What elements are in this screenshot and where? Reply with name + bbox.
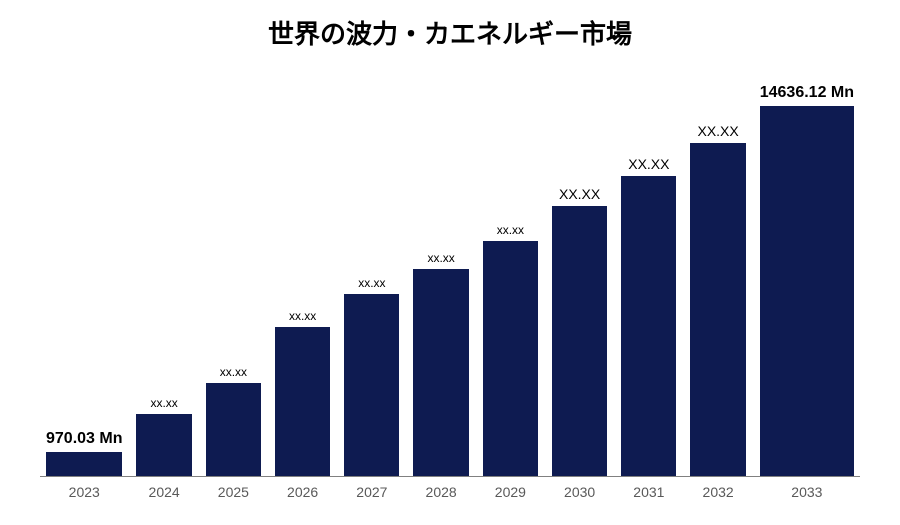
bar-data-label: xx.xx	[427, 251, 454, 265]
bar	[275, 327, 330, 476]
bar	[760, 106, 854, 476]
bar-data-label: xx.xx	[358, 276, 385, 290]
bar	[136, 414, 191, 476]
bar	[413, 269, 468, 476]
bar-column: xx.xx2025	[206, 77, 261, 476]
x-axis-label: 2030	[564, 484, 595, 500]
bar-data-label: xx.xx	[289, 309, 316, 323]
x-axis-label: 2025	[218, 484, 249, 500]
bar	[46, 452, 122, 476]
x-axis-label: 2027	[356, 484, 387, 500]
bar-column: 14636.12 Mn2033	[760, 77, 854, 476]
bar-data-label: 970.03 Mn	[46, 430, 122, 448]
x-axis-label: 2026	[287, 484, 318, 500]
bar-column: XX.XX2030	[552, 77, 607, 476]
bar-column: 970.03 Mn2023	[46, 77, 122, 476]
bar-data-label: xx.xx	[150, 396, 177, 410]
bar-data-label: xx.xx	[220, 365, 247, 379]
chart-container: 世界の波力・カエネルギー市場 970.03 Mn2023xx.xx2024xx.…	[0, 0, 900, 525]
x-axis-label: 2033	[791, 484, 822, 500]
bar-column: xx.xx2026	[275, 77, 330, 476]
bar-data-label: 14636.12 Mn	[760, 84, 854, 102]
x-axis-label: 2032	[703, 484, 734, 500]
x-axis-label: 2029	[495, 484, 526, 500]
bar	[690, 143, 745, 476]
bar-data-label: XX.XX	[628, 156, 669, 172]
bar-column: XX.XX2032	[690, 77, 745, 476]
bar	[552, 206, 607, 476]
x-axis-label: 2028	[426, 484, 457, 500]
bar-column: XX.XX2031	[621, 77, 676, 476]
bar	[344, 294, 399, 476]
bar-column: xx.xx2024	[136, 77, 191, 476]
bar	[483, 241, 538, 476]
bar	[206, 383, 261, 476]
bar-data-label: xx.xx	[497, 223, 524, 237]
x-axis-label: 2023	[69, 484, 100, 500]
x-axis-label: 2031	[633, 484, 664, 500]
bar-data-label: XX.XX	[559, 186, 600, 202]
bar-data-label: XX.XX	[697, 123, 738, 139]
chart-plot-area: 970.03 Mn2023 xx.xx2024 xx.xx2025 xx.xx2026…	[40, 77, 860, 477]
chart-title: 世界の波力・カエネルギー市場	[0, 14, 900, 51]
bar	[621, 176, 676, 477]
bar-column: xx.xx2029	[483, 77, 538, 476]
bar-column: xx.xx2028	[413, 77, 468, 476]
bar-column: xx.xx2027	[344, 77, 399, 476]
x-axis-label: 2024	[149, 484, 180, 500]
